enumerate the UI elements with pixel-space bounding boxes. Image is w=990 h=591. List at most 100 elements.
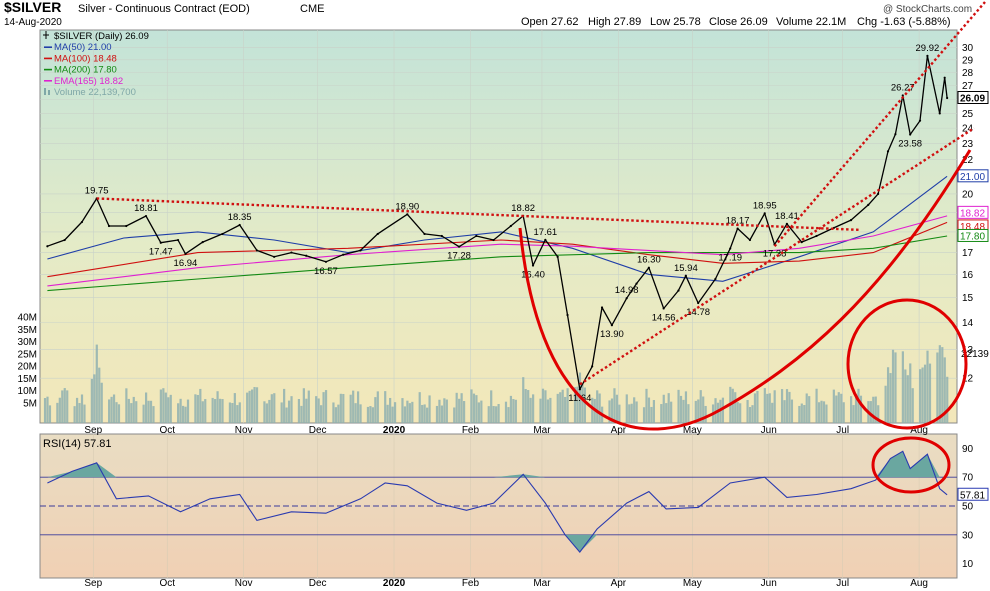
volume-bar <box>216 391 219 423</box>
high-value: High 27.89 <box>588 16 641 28</box>
value-tag: 21.00 <box>960 172 985 183</box>
volume-bar <box>181 405 185 423</box>
volume-bar <box>946 376 949 423</box>
volume-bar <box>320 405 323 423</box>
price-point <box>423 232 426 236</box>
volume-bar <box>438 399 441 423</box>
volume-bar <box>43 398 47 423</box>
low-value: Low 25.78 <box>650 16 701 28</box>
volume-bar <box>315 396 318 423</box>
price-label: 14.78 <box>686 307 710 318</box>
volume-bar <box>573 387 577 423</box>
volume-axis-label: 15M <box>18 374 37 385</box>
price-point <box>926 54 929 57</box>
volume-bar <box>144 392 148 423</box>
volume-bar <box>650 406 653 423</box>
x-tick-label-rsi: Sep <box>84 578 102 589</box>
volume-bar <box>83 404 86 423</box>
volume-bar <box>647 397 651 423</box>
x-tick-label-rsi: May <box>683 578 702 589</box>
volume-bar <box>941 347 944 423</box>
volume-bar <box>90 378 93 423</box>
volume-bar <box>130 403 133 423</box>
series-ma50 <box>47 175 948 282</box>
x-tick-label: May <box>683 425 702 436</box>
volume-bar <box>477 402 480 423</box>
volume-bar <box>475 395 478 423</box>
volume-bar <box>218 398 222 423</box>
x-tick-label: Sep <box>84 425 102 436</box>
series-ma100 <box>47 221 948 278</box>
volume-bar <box>739 403 742 423</box>
price-label: 11.64 <box>568 393 591 404</box>
price-label: 13.90 <box>600 329 624 340</box>
volume-bar <box>815 388 818 423</box>
volume-bar <box>694 400 697 423</box>
volume-bar <box>334 407 338 423</box>
volume-bar <box>682 399 685 423</box>
legend-entry: MA(200) 17.80 <box>54 65 117 76</box>
volume-bar <box>596 390 599 423</box>
volume-bar <box>305 398 308 423</box>
price-point <box>625 297 628 300</box>
volume-bar <box>524 389 527 423</box>
volume-bar <box>75 397 79 423</box>
rsi-tick-label: 70 <box>962 473 974 484</box>
annotations <box>96 1 986 494</box>
price-point <box>815 234 818 238</box>
volume-bar <box>736 402 739 423</box>
volume-bar <box>798 405 801 423</box>
price-point <box>201 240 204 244</box>
volume-bar <box>408 403 411 423</box>
volume-bar <box>186 399 190 423</box>
volume-bar <box>665 403 668 423</box>
price-point <box>918 119 922 122</box>
price-point <box>901 94 904 97</box>
volume-bar <box>127 398 130 423</box>
price-label: 18.17 <box>726 216 750 227</box>
volume-bar <box>287 400 291 423</box>
price-point <box>894 133 897 136</box>
volume-bar <box>581 382 584 423</box>
volume-bar <box>800 403 803 423</box>
volume-bar <box>679 395 683 423</box>
volume-bar <box>842 402 845 423</box>
volume-bar <box>302 388 305 423</box>
x-tick-label: Apr <box>611 425 627 436</box>
volume-bar <box>421 404 424 423</box>
series-silver-price <box>47 55 948 390</box>
price-point <box>63 238 66 242</box>
price-point <box>763 212 766 215</box>
volume-bar <box>108 399 111 423</box>
y-tick-label: 16 <box>962 270 974 281</box>
volume-bar <box>780 389 784 423</box>
price-point <box>684 274 687 277</box>
volume-bar <box>250 389 254 423</box>
volume-bar <box>332 402 335 423</box>
volume-bar <box>872 396 875 423</box>
open-value: Open 27.62 <box>521 16 579 28</box>
volume-bar <box>462 401 466 423</box>
volume-bar <box>300 405 303 423</box>
volume-bar <box>721 397 725 423</box>
y-tick-label: 15 <box>962 293 974 304</box>
rsi-tick-label: 10 <box>962 559 974 570</box>
value-tag: 18.82 <box>960 208 985 219</box>
volume-bar <box>356 391 360 423</box>
price-point <box>544 238 547 241</box>
price-point <box>867 203 870 207</box>
price-point <box>736 227 739 230</box>
volume-bar <box>280 402 283 423</box>
volume-bar <box>923 364 927 423</box>
y-tick-label: 12 <box>962 374 974 385</box>
volume-bar <box>236 405 239 423</box>
volume-bar <box>884 385 887 423</box>
volume-bar <box>633 397 636 423</box>
rsi-tick-label: 90 <box>962 444 974 455</box>
volume-bar <box>253 387 256 423</box>
price-point <box>184 252 187 255</box>
volume-bar <box>164 392 167 423</box>
volume-bar <box>704 405 707 423</box>
volume-bar <box>642 407 646 423</box>
